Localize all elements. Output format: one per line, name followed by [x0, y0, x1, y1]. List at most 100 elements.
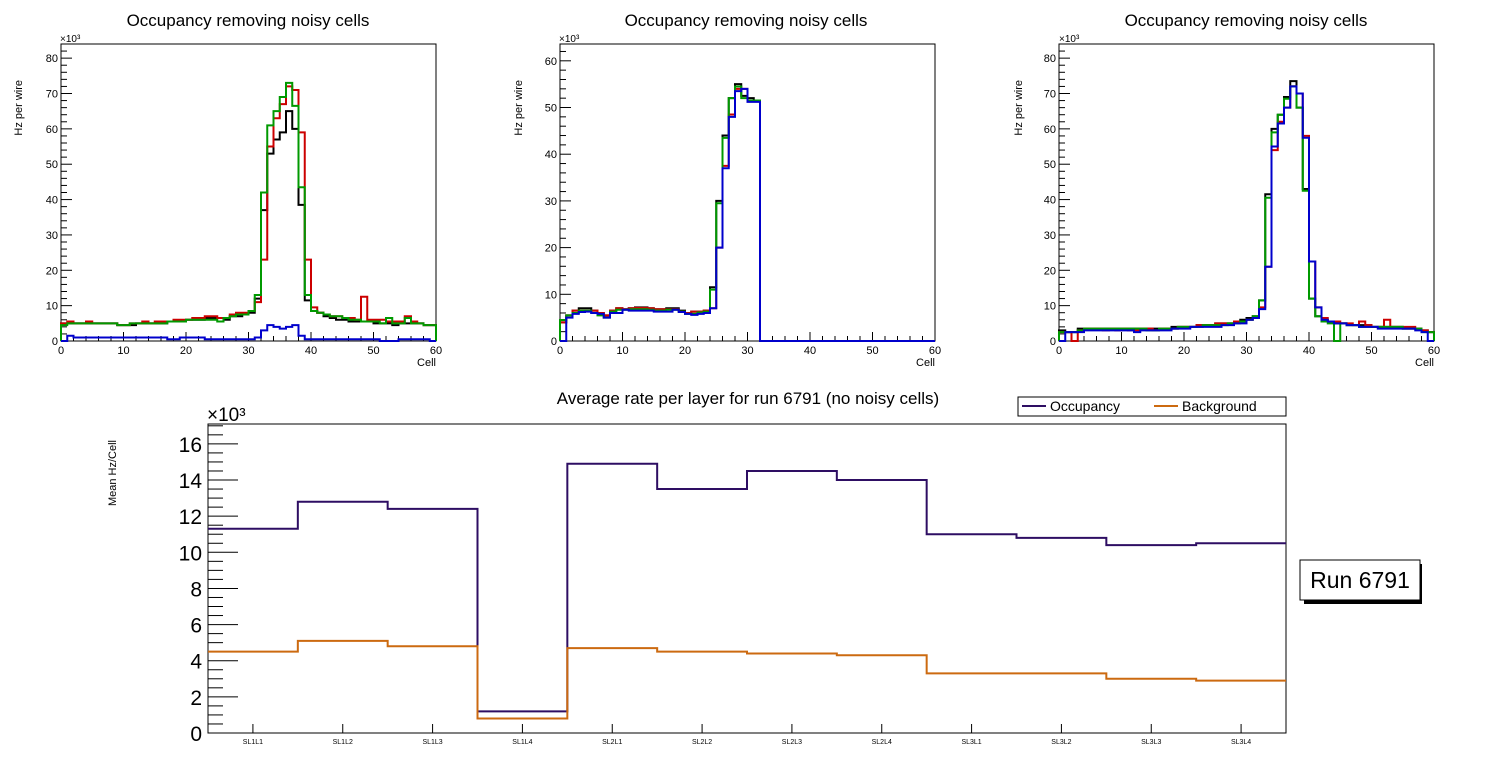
run-label-box: Run 6791 — [1299, 559, 1422, 604]
panel-1-xtick-label: 10 — [117, 345, 129, 357]
panel-1-ytick-label: 40 — [46, 195, 58, 207]
panel-3-xlabel: Cell — [1415, 357, 1434, 369]
panel-1-ytick-label: 30 — [46, 230, 58, 242]
bottom-xtick-label: SL2L3 — [782, 739, 802, 746]
panel-3-series-blue — [1059, 85, 1434, 342]
panel-3-xtick-label: 40 — [1303, 345, 1315, 357]
panel-3-ylabel: Hz per wire — [1013, 80, 1025, 136]
bottom-ytick-label: 10 — [179, 542, 202, 565]
panel-1-ylabel: Hz per wire — [13, 80, 25, 136]
bottom-xtick-label: SL3L2 — [1051, 739, 1071, 746]
panel-1-xlabel: Cell — [417, 357, 436, 369]
layer-rate-panel: Average rate per layer for run 6791 (no … — [107, 389, 1422, 746]
panel-3-xtick-label: 60 — [1428, 345, 1440, 357]
panel-3-ytick-label: 60 — [1044, 124, 1056, 136]
panel-2-xtick-label: 20 — [679, 345, 691, 357]
panel-2-ytick-label: 0 — [551, 336, 557, 348]
bottom-ylabel: Mean Hz/Cell — [107, 440, 119, 506]
bottom-xtick-label: SL1L4 — [512, 739, 532, 746]
bottom-ytick-label: 0 — [190, 723, 202, 746]
panel-2-xlabel: Cell — [916, 357, 935, 369]
histogram-panel-2: Occupancy removing noisy cells ×10³ Hz p… — [513, 11, 941, 369]
bottom-title: Average rate per layer for run 6791 (no … — [557, 389, 939, 408]
panel-3-ytick-label: 20 — [1044, 265, 1056, 277]
panel-1-xtick-label: 40 — [305, 345, 317, 357]
run-label-frame — [1299, 559, 1421, 601]
bottom-xtick-label: SL1L1 — [243, 739, 263, 746]
panel-2-ylabel: Hz per wire — [513, 80, 525, 136]
bottom-series-occupancy — [208, 462, 1286, 713]
histogram-panel-1: Occupancy removing noisy cells ×10³ Hz p… — [13, 11, 442, 369]
bottom-frame — [207, 423, 1287, 734]
panel-3-ytick-label: 0 — [1050, 336, 1056, 348]
legend-box — [1017, 396, 1287, 417]
bottom-ytick-label: 2 — [190, 687, 202, 710]
panel-1-ytick-label: 50 — [46, 159, 58, 171]
panel-2-ytick-label: 10 — [545, 289, 557, 301]
panel-3-y-multiplier: ×10³ — [1059, 34, 1080, 45]
panel-1-xtick-label: 60 — [430, 345, 442, 357]
panel-2-xtick-label: 10 — [616, 345, 628, 357]
bottom-xtick-label: SL1L3 — [422, 739, 442, 746]
panel-2-ytick-label: 60 — [545, 56, 557, 68]
panel-2-ytick-label: 40 — [545, 149, 557, 161]
bottom-xtick-label: SL3L3 — [1141, 739, 1161, 746]
panel-1-series-green — [60, 81, 437, 341]
panel-3-xtick-label: 30 — [1240, 345, 1252, 357]
bottom-ytick-label: 12 — [179, 506, 202, 529]
panel-2-series-red — [559, 87, 935, 342]
panel-3-title: Occupancy removing noisy cells — [1125, 11, 1368, 30]
panel-3-ytick-label: 80 — [1044, 53, 1056, 65]
bottom-xtick-label: SL2L4 — [872, 739, 892, 746]
panel-2-series-green — [559, 85, 935, 342]
panel-3-ytick-label: 10 — [1044, 301, 1056, 313]
panel-2-series-blue — [560, 87, 935, 342]
bottom-ytick-label: 14 — [179, 470, 203, 493]
panel-2-series-black — [559, 83, 935, 342]
panel-2-ytick-label: 20 — [545, 243, 557, 255]
histogram-panel-3: Occupancy removing noisy cells ×10³ Hz p… — [1013, 11, 1440, 369]
panel-1-xtick-label: 20 — [180, 345, 192, 357]
panel-1-title: Occupancy removing noisy cells — [127, 11, 370, 30]
bottom-series-background — [208, 639, 1286, 720]
bottom-xtick-label: SL1L2 — [333, 739, 353, 746]
panel-1-y-multiplier: ×10³ — [60, 34, 81, 45]
bottom-xtick-label: SL3L4 — [1231, 739, 1251, 746]
panel-3-xtick-label: 50 — [1365, 345, 1377, 357]
legend-occupancy-label: Occupancy — [1050, 398, 1120, 414]
panel-3-xtick-label: 20 — [1178, 345, 1190, 357]
panel-2-ytick-label: 50 — [545, 103, 557, 115]
panel-1-series-black — [60, 110, 437, 341]
panel-1-ytick-label: 60 — [46, 124, 58, 136]
bottom-ytick-label: 4 — [190, 651, 202, 674]
bottom-y-multiplier: ×10³ — [207, 405, 246, 426]
panel-1-frame — [60, 43, 437, 342]
panel-3-ytick-label: 50 — [1044, 159, 1056, 171]
panel-1-series-blue — [61, 324, 436, 342]
legend: Occupancy Background — [1017, 396, 1287, 417]
panel-2-ytick-label: 30 — [545, 196, 557, 208]
panel-3-series-red — [1058, 85, 1435, 342]
bottom-ytick-label: 16 — [179, 434, 202, 457]
panel-2-xtick-label: 0 — [557, 345, 563, 357]
bottom-xtick-label: SL2L2 — [692, 739, 712, 746]
bottom-xtick-label: SL2L1 — [602, 739, 622, 746]
panel-1-xtick-label: 30 — [242, 345, 254, 357]
panel-2-y-multiplier: ×10³ — [559, 34, 580, 45]
panel-3-ytick-label: 40 — [1044, 195, 1056, 207]
panel-3-series-black — [1058, 80, 1435, 341]
panel-1-ytick-label: 0 — [52, 336, 58, 348]
panel-1-ytick-label: 10 — [46, 301, 58, 313]
bottom-ytick-label: 8 — [190, 578, 202, 601]
panel-2-title: Occupancy removing noisy cells — [625, 11, 868, 30]
panel-3-ytick-label: 30 — [1044, 230, 1056, 242]
panel-1-xtick-label: 50 — [367, 345, 379, 357]
panel-2-xtick-label: 30 — [741, 345, 753, 357]
panel-2-xtick-label: 50 — [866, 345, 878, 357]
panel-2-xtick-label: 40 — [804, 345, 816, 357]
run-label: Run 6791 — [1310, 567, 1410, 593]
legend-background-label: Background — [1182, 398, 1257, 414]
panel-1-series-red — [60, 85, 437, 341]
panel-1-ytick-label: 80 — [46, 53, 58, 65]
